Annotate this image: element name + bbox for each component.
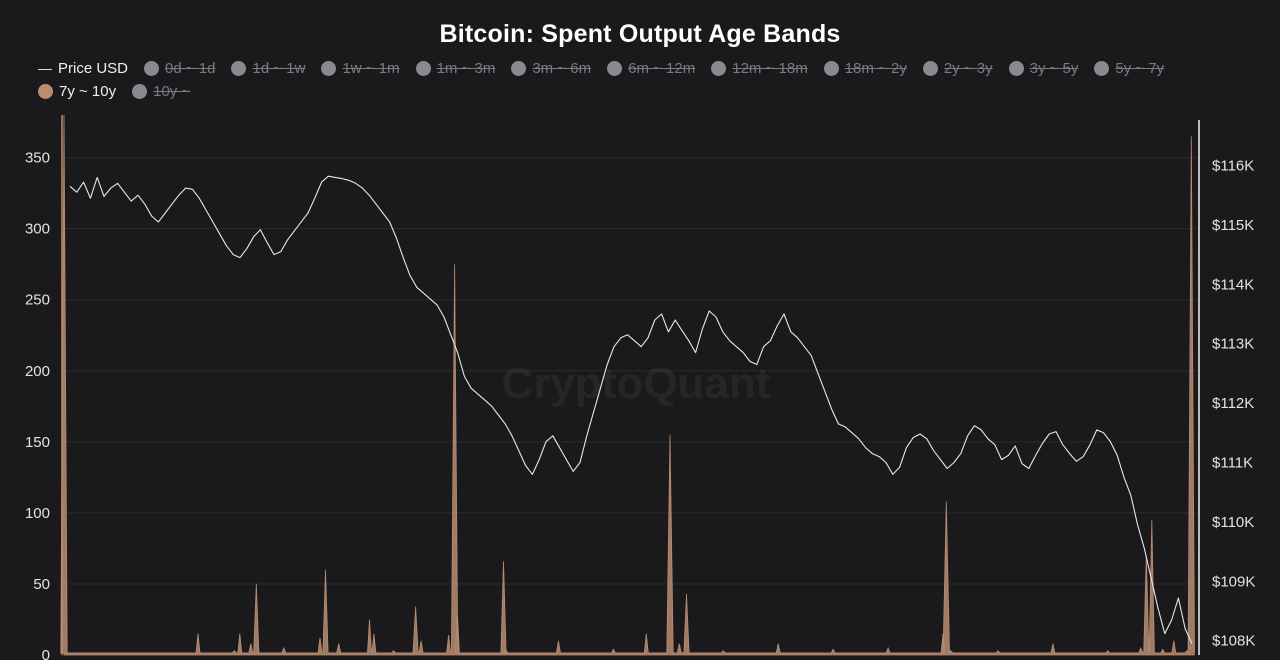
legend-item-7y-10y[interactable]: 7y ~ 10y [38, 83, 116, 100]
legend-item-3y-5y[interactable]: 3y ~ 5y [1008, 60, 1079, 77]
legend-label: 3y ~ 5y [1029, 60, 1079, 77]
left-tick-label: 150 [25, 434, 50, 451]
legend-item-1d-1w[interactable]: 1d ~ 1w [231, 60, 305, 77]
legend-item-5y-7y[interactable]: 5y ~ 7y [1094, 60, 1164, 77]
chart-legend: Price USD 0d ~ 1d 1d ~ 1w 1w ~ 1m 1m ~ 3m 3m … [38, 60, 1258, 100]
legend-item-1m-3m[interactable]: 1m ~ 3m [415, 60, 496, 77]
left-tick-label: 0 [42, 647, 50, 660]
legend-label: 3m ~ 6m [532, 60, 592, 77]
legend-label: 12m ~ 18m [732, 60, 808, 77]
legend-item-3m-6m[interactable]: 3m ~ 6m [511, 60, 591, 77]
left-tick-label: 50 [33, 576, 50, 593]
legend-item-price-usd[interactable]: Price USD [38, 60, 128, 77]
left-axis-ticks: 0 50 100 150 200 250 300 350 [25, 150, 50, 660]
right-tick-label: $114K [1212, 276, 1254, 293]
legend-item-10y[interactable]: 10y ~ [132, 83, 190, 100]
series-line-price-usd [69, 175, 1193, 644]
left-tick-label: 250 [25, 292, 50, 309]
left-tick-label: 200 [25, 363, 50, 380]
legend-label: 1w ~ 1m [342, 60, 400, 77]
right-tick-label: $112K [1212, 395, 1254, 412]
dot-swatch-icon [132, 84, 148, 99]
legend-label: 7y ~ 10y [59, 83, 117, 100]
series-area-7y-10y [60, 114, 1195, 656]
dot-swatch-icon [1094, 61, 1110, 76]
right-tick-label: $109K [1212, 573, 1255, 590]
legend-label: Price USD [58, 60, 129, 77]
legend-label: 5y ~ 7y [1115, 60, 1165, 77]
legend-label: 1d ~ 1w [252, 60, 306, 77]
right-axis-ticks: $108K $109K $110K $111K $112K $113K $114K $115K… [1212, 157, 1255, 649]
line-swatch-icon [38, 68, 52, 70]
legend-label: 6m ~ 12m [628, 60, 696, 77]
gridlines [64, 157, 1197, 585]
dot-swatch-icon [415, 61, 431, 76]
dot-swatch-icon [511, 61, 527, 76]
legend-item-12m-18m[interactable]: 12m ~ 18m [711, 60, 808, 77]
legend-label: 2y ~ 3y [943, 60, 993, 77]
dot-swatch-icon [321, 61, 337, 76]
dot-swatch-icon [922, 61, 938, 76]
dot-swatch-icon [1008, 61, 1024, 76]
left-tick-label: 350 [25, 150, 50, 167]
legend-item-6m-12m[interactable]: 6m ~ 12m [607, 60, 695, 77]
legend-item-1w-1m[interactable]: 1w ~ 1m [321, 60, 400, 77]
dot-swatch-icon [38, 84, 53, 99]
chart-title: Bitcoin: Spent Output Age Bands [439, 20, 841, 48]
right-tick-label: $111K [1212, 455, 1253, 472]
dot-swatch-icon [144, 61, 160, 76]
legend-item-2y-3y[interactable]: 2y ~ 3y [922, 60, 993, 77]
right-tick-label: $116K [1212, 157, 1254, 174]
legend-item-18m-2y[interactable]: 18m ~ 2y [823, 60, 907, 77]
legend-item-0d-1d[interactable]: 0d ~ 1d [144, 60, 215, 77]
legend-label: 18m ~ 2y [844, 60, 907, 77]
dot-swatch-icon [711, 61, 727, 76]
left-tick-label: 300 [25, 221, 50, 238]
right-tick-label: $113K [1212, 336, 1254, 353]
left-tick-label: 100 [25, 505, 50, 522]
legend-label: 1m ~ 3m [436, 60, 496, 77]
dot-swatch-icon [823, 61, 839, 76]
dot-swatch-icon [231, 61, 247, 76]
dot-swatch-icon [607, 61, 623, 76]
right-tick-label: $110K [1212, 514, 1254, 531]
right-tick-label: $115K [1212, 217, 1254, 234]
series-layer [60, 114, 1195, 656]
legend-label: 0d ~ 1d [165, 60, 216, 77]
watermark: CryptoQuant [502, 359, 771, 408]
legend-label: 10y ~ [153, 83, 191, 100]
right-tick-label: $108K [1212, 633, 1255, 650]
